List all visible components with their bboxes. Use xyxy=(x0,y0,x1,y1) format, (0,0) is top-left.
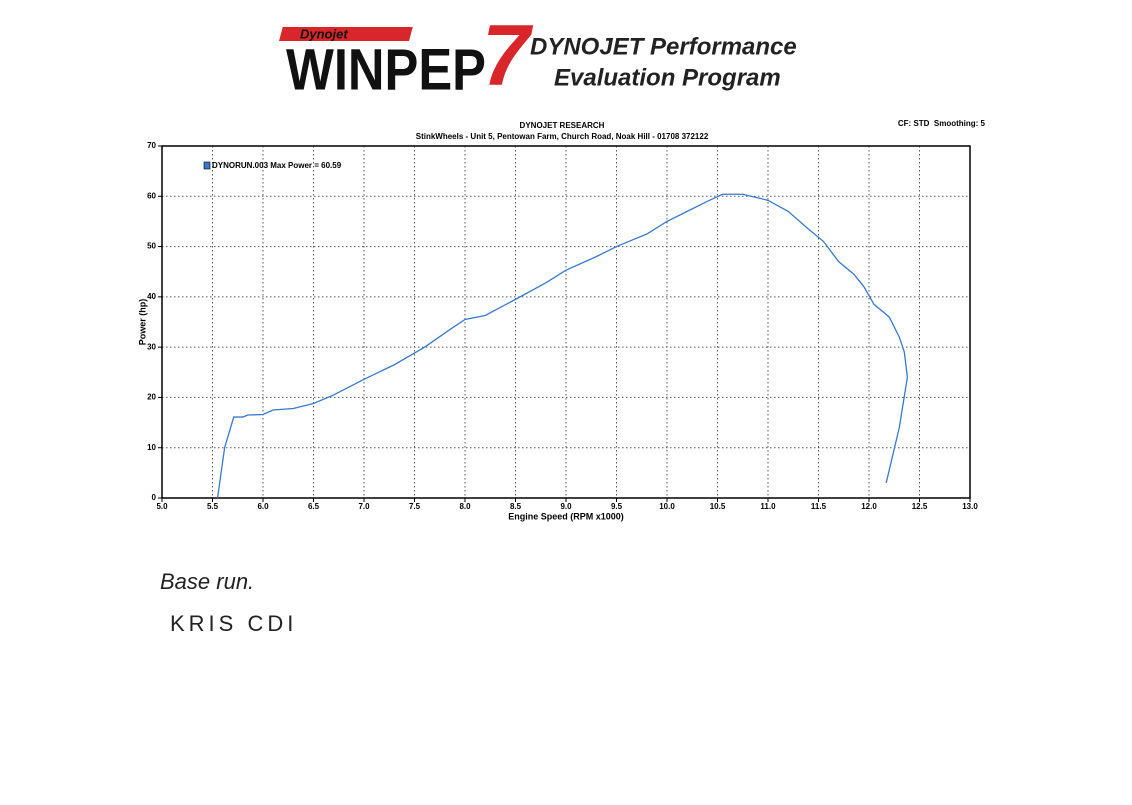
x-tick-label: 6.0 xyxy=(257,502,269,511)
x-tick-label: 12.0 xyxy=(861,502,877,511)
x-axis-label: Engine Speed (RPM x1000) xyxy=(508,511,624,521)
y-tick-label: 70 xyxy=(147,141,156,150)
legend-swatch xyxy=(203,161,211,170)
x-tick-label: 8.0 xyxy=(459,502,471,511)
power-curve xyxy=(216,193,909,499)
y-tick-label: 60 xyxy=(147,191,156,200)
y-tick-label: 0 xyxy=(152,493,157,502)
y-tick-label: 10 xyxy=(147,443,156,452)
x-tick-label: 8.5 xyxy=(510,502,522,511)
note: KRIS CDI xyxy=(170,611,297,636)
chart-info: CF: STD Smoothing: 5 xyxy=(898,119,986,128)
x-tick-label: 5.0 xyxy=(156,502,168,511)
header-line1: DYNOJET Performance xyxy=(530,33,797,60)
x-tick-label: 9.5 xyxy=(611,502,623,511)
chart-subtitle: StinkWheels - Unit 5, Pentowan Farm, Chu… xyxy=(416,132,709,141)
y-tick-label: 30 xyxy=(147,342,156,351)
x-tick-label: 7.0 xyxy=(358,502,370,511)
x-tick-label: 9.0 xyxy=(560,502,572,511)
x-tick-label: 6.5 xyxy=(308,502,320,511)
x-tick-label: 7.5 xyxy=(409,502,421,511)
plot-frame xyxy=(161,145,971,499)
x-tick-label: 13.0 xyxy=(962,502,978,511)
logo-small: Dynojet xyxy=(300,26,348,41)
y-axis-label: Power (hp) xyxy=(137,299,147,346)
x-tick-label: 10.0 xyxy=(659,502,675,511)
logo-badge xyxy=(279,27,413,41)
header-line2: Evaluation Program xyxy=(554,64,781,91)
x-tick-label: 12.5 xyxy=(912,502,928,511)
x-tick-label: 5.5 xyxy=(207,502,219,511)
x-tick-label: 11.0 xyxy=(760,502,776,511)
logo-main: WINPEP xyxy=(286,37,486,102)
y-tick-label: 50 xyxy=(147,242,156,251)
x-tick-label: 10.5 xyxy=(710,502,726,511)
logo-num: 7 xyxy=(482,8,534,104)
x-tick-label: 11.5 xyxy=(811,502,827,511)
note: Base run. xyxy=(160,569,254,594)
legend-label: DYNORUN.003 Max Power = 60.59 xyxy=(212,161,342,170)
chart-title: DYNOJET RESEARCH xyxy=(520,121,605,130)
y-tick-label: 40 xyxy=(147,292,156,301)
y-tick-label: 20 xyxy=(147,393,156,402)
